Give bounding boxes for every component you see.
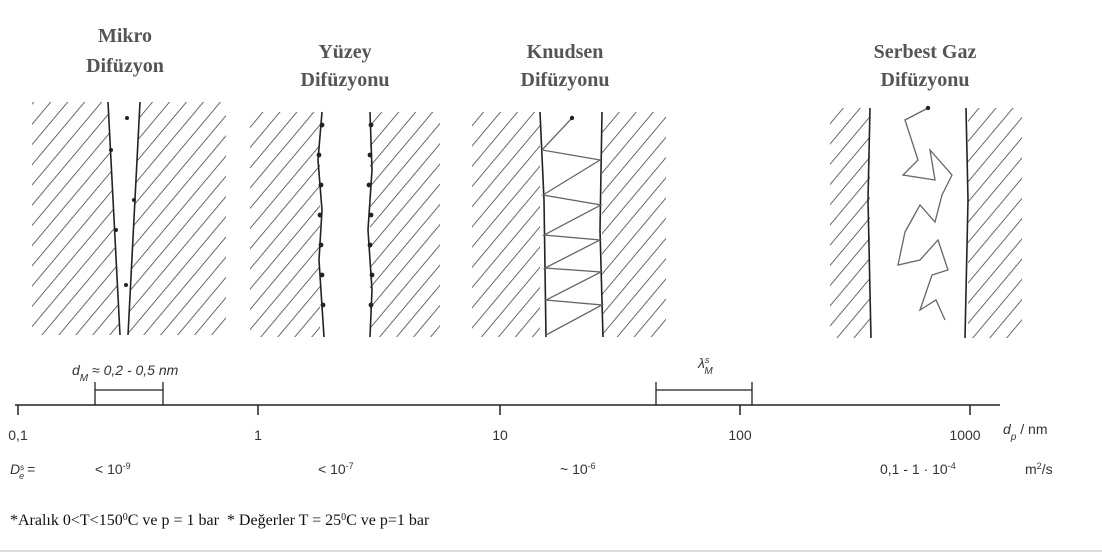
panel-title: Mikro bbox=[98, 25, 152, 47]
text: ≈ 0,2 - 0,5 nm bbox=[88, 362, 179, 378]
panel-title: Difüzyonu bbox=[521, 69, 610, 91]
text: m bbox=[1025, 461, 1037, 477]
d-value: ~ 10-6 bbox=[560, 461, 596, 477]
free-gas-pore bbox=[830, 105, 1022, 339]
diffusion-row: Ds e = < 10-9 < 10-7 ~ 10-6 0,1 - 1 · 10-4… bbox=[10, 461, 1053, 481]
text: < 10 bbox=[318, 461, 346, 477]
superscript: 2 bbox=[1037, 461, 1042, 471]
lambda-label: λs M bbox=[697, 355, 713, 377]
superscript: -7 bbox=[346, 461, 354, 471]
panel-title: Difüzyonu bbox=[301, 69, 390, 91]
dm-marker: dM ≈ 0,2 - 0,5 nm bbox=[72, 362, 179, 405]
tick-label: 1000 bbox=[949, 427, 980, 443]
subscript: e bbox=[19, 471, 24, 481]
d-label: Ds e = bbox=[10, 461, 35, 481]
knudsen-pore bbox=[472, 111, 666, 338]
panel-title: Knudsen bbox=[527, 41, 604, 63]
subscript: M bbox=[704, 366, 713, 377]
text: C ve p = 1 bar * Değerler T = 25 bbox=[128, 512, 341, 529]
footnote: *Aralık 0<T<1500C ve p = 1 bar * Değerle… bbox=[10, 512, 430, 530]
tick-label: 10 bbox=[492, 427, 508, 443]
subscript: M bbox=[80, 373, 89, 384]
axis: 0,1 1 10 100 1000 dp / nm bbox=[8, 404, 1047, 443]
tick-label: 1 bbox=[254, 427, 262, 443]
text: 0,1 - 1 · 10 bbox=[880, 461, 948, 477]
text: /s bbox=[1042, 461, 1053, 477]
text: / nm bbox=[1016, 421, 1047, 437]
text: = bbox=[27, 461, 35, 477]
superscript: -6 bbox=[588, 461, 596, 471]
superscript: s bbox=[705, 355, 710, 365]
lambda-marker: λs M bbox=[655, 355, 753, 405]
d-unit: m2/s bbox=[1025, 461, 1053, 477]
micro-pore bbox=[32, 101, 226, 336]
superscript: -4 bbox=[948, 461, 956, 471]
superscript: -9 bbox=[123, 461, 131, 471]
d-value: 0,1 - 1 · 10-4 bbox=[880, 461, 956, 477]
symbol: λ bbox=[697, 355, 705, 371]
d-value: < 10-9 bbox=[95, 461, 131, 477]
superscript: s bbox=[20, 463, 24, 472]
superscript: 0 bbox=[341, 512, 346, 523]
symbol: d bbox=[1003, 421, 1012, 437]
text: < 10 bbox=[95, 461, 123, 477]
axis-label: dp / nm bbox=[1003, 421, 1047, 443]
panel-title: Yüzey bbox=[318, 41, 371, 63]
panel-title: Serbest Gaz bbox=[874, 41, 977, 63]
titles: Mikro Difüzyon Yüzey Difüzyonu Knudsen D… bbox=[86, 25, 976, 91]
text: C ve p=1 bar bbox=[346, 512, 430, 529]
panel-title: Difüzyon bbox=[86, 55, 164, 77]
dm-label: dM ≈ 0,2 - 0,5 nm bbox=[72, 362, 179, 384]
symbol: D bbox=[10, 461, 20, 477]
panel-title: Difüzyonu bbox=[881, 69, 970, 91]
d-value: < 10-7 bbox=[318, 461, 354, 477]
text: ~ 10 bbox=[560, 461, 588, 477]
superscript: 0 bbox=[123, 512, 128, 523]
text: *Aralık 0<T<150 bbox=[10, 512, 123, 529]
tick-label: 0,1 bbox=[8, 427, 28, 443]
subscript: p bbox=[1010, 432, 1017, 443]
symbol: d bbox=[72, 362, 81, 378]
surface-pore bbox=[250, 111, 440, 338]
tick-label: 100 bbox=[728, 427, 752, 443]
